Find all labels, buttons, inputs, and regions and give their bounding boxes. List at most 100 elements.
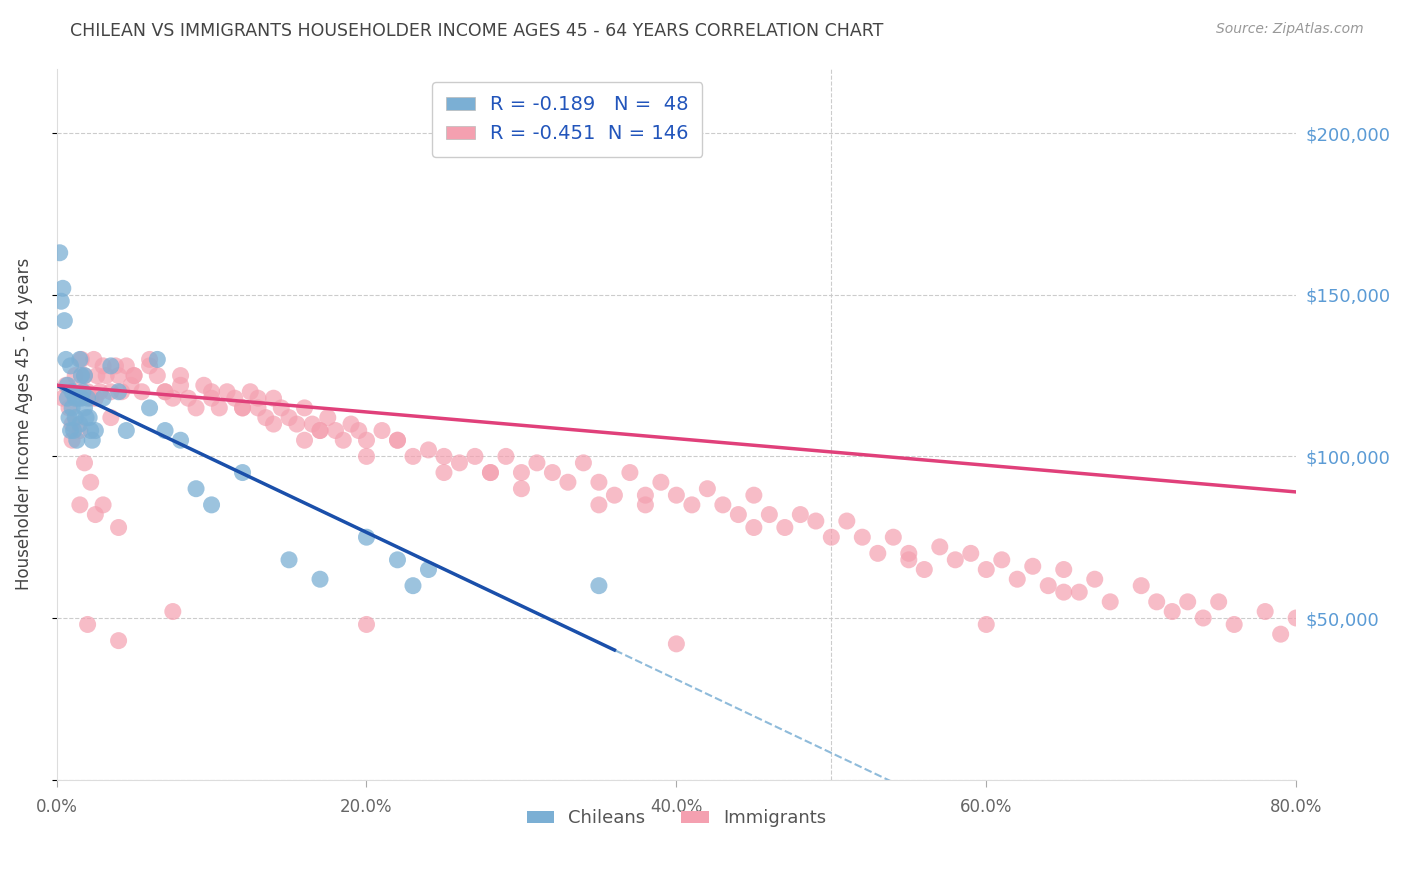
Point <box>80 475 103 490</box>
Point <box>100 410 122 425</box>
Point <box>402 450 425 464</box>
Point <box>247 401 270 415</box>
Point <box>974 617 997 632</box>
Point <box>247 391 270 405</box>
Point <box>80 424 103 438</box>
Point <box>70 368 93 383</box>
Point <box>387 553 409 567</box>
Point <box>1007 572 1029 586</box>
Point <box>340 417 363 431</box>
Point <box>804 514 827 528</box>
Point <box>72 384 94 399</box>
Point <box>495 450 517 464</box>
Point <box>177 391 200 405</box>
Point <box>557 475 579 490</box>
Point <box>76 391 98 405</box>
Point <box>111 384 134 399</box>
Point <box>55 378 77 392</box>
Point <box>510 466 533 480</box>
Point <box>73 401 96 415</box>
Point <box>69 424 91 438</box>
Point <box>60 417 83 431</box>
Point <box>162 605 184 619</box>
Point <box>63 410 86 425</box>
Point <box>479 466 502 480</box>
Point <box>263 391 285 405</box>
Point <box>449 456 471 470</box>
Point <box>882 530 904 544</box>
Point <box>866 546 889 560</box>
Point <box>69 498 91 512</box>
Point <box>153 384 176 399</box>
Point <box>742 520 765 534</box>
Point <box>55 352 77 367</box>
Point <box>943 553 966 567</box>
Point <box>1208 595 1230 609</box>
Point <box>53 313 76 327</box>
Point <box>169 368 191 383</box>
Point <box>120 378 142 392</box>
Point <box>58 401 80 415</box>
Point <box>73 368 96 383</box>
Point <box>59 424 82 438</box>
Point <box>332 434 354 448</box>
Point <box>650 475 672 490</box>
Point <box>634 498 657 512</box>
Point <box>696 482 718 496</box>
Point <box>107 633 129 648</box>
Point <box>479 466 502 480</box>
Point <box>294 434 316 448</box>
Point <box>254 410 277 425</box>
Point <box>67 391 90 405</box>
Point <box>974 562 997 576</box>
Point <box>371 424 394 438</box>
Point <box>316 410 339 425</box>
Point <box>138 401 160 415</box>
Point <box>278 553 301 567</box>
Point <box>1161 605 1184 619</box>
Point <box>83 352 105 367</box>
Point <box>200 384 222 399</box>
Point <box>232 401 254 415</box>
Point <box>1053 562 1076 576</box>
Point <box>433 466 456 480</box>
Point <box>820 530 842 544</box>
Point <box>224 391 246 405</box>
Y-axis label: Householder Income Ages 45 - 64 years: Householder Income Ages 45 - 64 years <box>15 258 32 591</box>
Point <box>1254 605 1277 619</box>
Point <box>100 384 122 399</box>
Point <box>232 466 254 480</box>
Point <box>1270 627 1292 641</box>
Point <box>1130 579 1153 593</box>
Point <box>215 384 238 399</box>
Point <box>239 384 262 399</box>
Point <box>665 637 688 651</box>
Point <box>1285 611 1308 625</box>
Point <box>115 424 138 438</box>
Point <box>603 488 626 502</box>
Legend: Chileans, Immigrants: Chileans, Immigrants <box>519 802 834 835</box>
Point <box>1022 559 1045 574</box>
Point <box>100 359 122 373</box>
Point <box>758 508 780 522</box>
Point <box>1069 585 1091 599</box>
Point <box>96 368 118 383</box>
Point <box>1038 579 1060 593</box>
Point <box>63 368 86 383</box>
Point <box>75 410 97 425</box>
Point <box>146 352 169 367</box>
Point <box>52 391 75 405</box>
Point <box>89 384 111 399</box>
Point <box>58 410 80 425</box>
Point <box>193 378 215 392</box>
Point <box>387 434 409 448</box>
Point <box>851 530 873 544</box>
Point <box>742 488 765 502</box>
Point <box>51 294 73 309</box>
Point <box>200 391 222 405</box>
Point <box>294 401 316 415</box>
Point <box>634 488 657 502</box>
Point <box>541 466 564 480</box>
Point <box>928 540 950 554</box>
Point <box>1223 617 1246 632</box>
